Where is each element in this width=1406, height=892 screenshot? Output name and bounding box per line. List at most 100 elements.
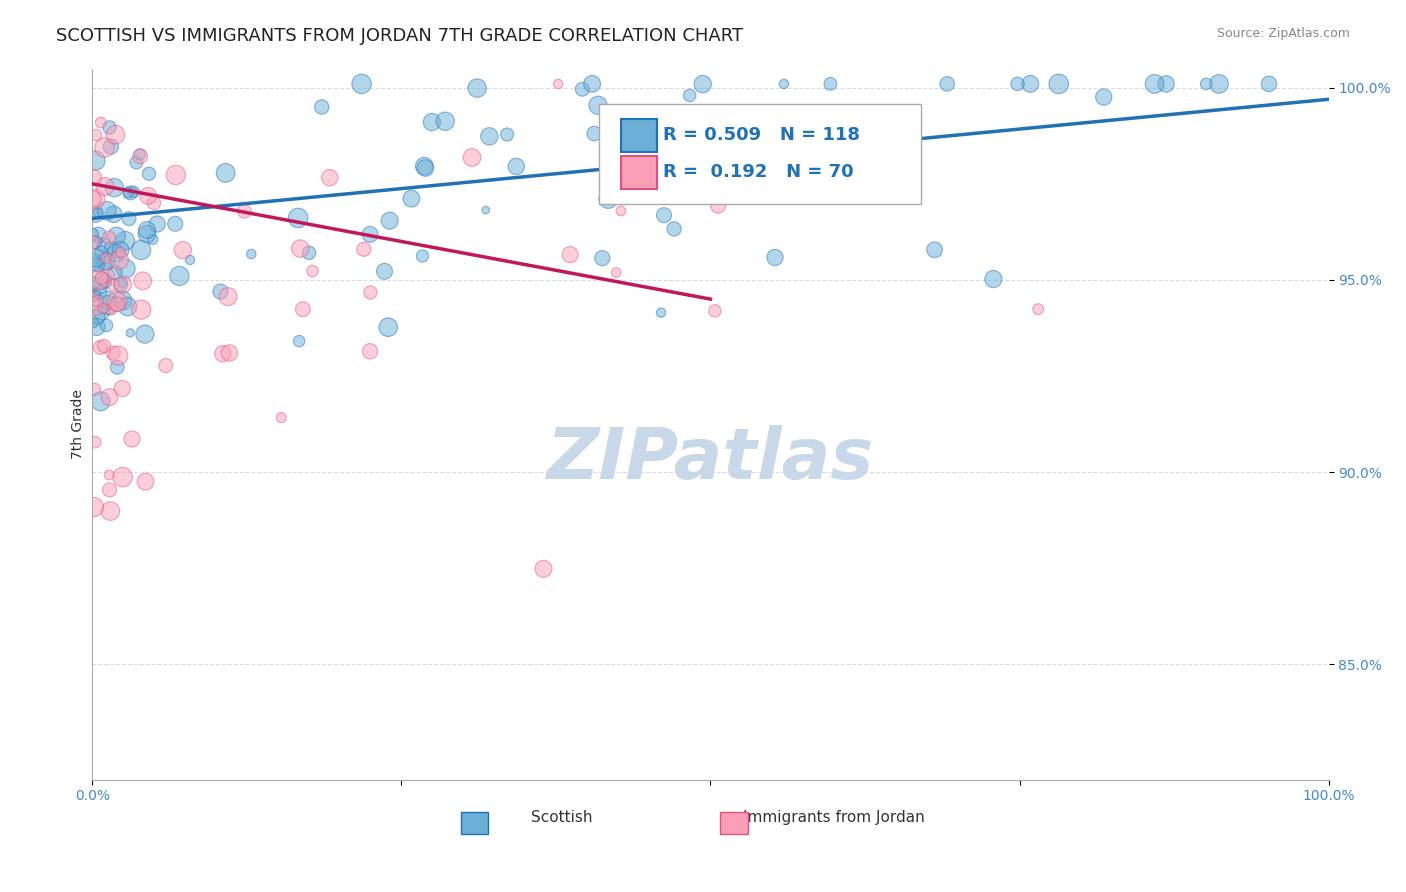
- Immigrants from Jordan: [217, 290, 239, 304]
- Scottish: [90, 394, 112, 409]
- Immigrants from Jordan: [703, 303, 725, 318]
- Scottish: [411, 249, 433, 263]
- Scottish: [1208, 77, 1230, 91]
- Scottish: [111, 276, 134, 290]
- Immigrants from Jordan: [218, 346, 240, 360]
- Scottish: [91, 274, 114, 288]
- Scottish: [105, 229, 128, 244]
- Scottish: [595, 166, 617, 180]
- Scottish: [737, 124, 759, 138]
- Scottish: [581, 77, 603, 91]
- FancyBboxPatch shape: [621, 156, 657, 189]
- Scottish: [652, 208, 675, 222]
- Scottish: [378, 213, 401, 227]
- Scottish: [111, 293, 134, 308]
- Scottish: [89, 285, 111, 300]
- Scottish: [96, 318, 118, 333]
- Scottish: [87, 228, 110, 243]
- Scottish: [1007, 77, 1029, 91]
- Scottish: [434, 114, 457, 128]
- Text: ZIPatlas: ZIPatlas: [547, 425, 875, 494]
- Scottish: [136, 227, 159, 241]
- Scottish: [571, 82, 593, 96]
- Scottish: [724, 180, 747, 194]
- Text: Source: ZipAtlas.com: Source: ZipAtlas.com: [1216, 27, 1350, 40]
- Scottish: [82, 287, 104, 301]
- Immigrants from Jordan: [93, 140, 115, 154]
- Immigrants from Jordan: [101, 346, 124, 360]
- Immigrants from Jordan: [560, 247, 582, 261]
- Scottish: [478, 129, 501, 144]
- Scottish: [138, 167, 160, 181]
- Scottish: [86, 258, 108, 272]
- Scottish: [104, 246, 127, 260]
- Immigrants from Jordan: [90, 115, 112, 129]
- Scottish: [122, 185, 145, 199]
- Scottish: [359, 227, 381, 242]
- Scottish: [105, 360, 128, 375]
- Scottish: [820, 77, 842, 91]
- Scottish: [94, 274, 117, 288]
- Scottish: [179, 252, 201, 267]
- Immigrants from Jordan: [87, 273, 110, 287]
- Immigrants from Jordan: [82, 290, 104, 304]
- Scottish: [415, 161, 437, 175]
- Immigrants from Jordan: [131, 274, 153, 288]
- Immigrants from Jordan: [319, 170, 342, 185]
- Scottish: [591, 251, 613, 265]
- Scottish: [96, 203, 118, 218]
- Scottish: [125, 155, 148, 169]
- Scottish: [84, 252, 107, 266]
- Text: R =  0.192   N = 70: R = 0.192 N = 70: [664, 163, 853, 181]
- Scottish: [505, 160, 527, 174]
- Immigrants from Jordan: [353, 242, 375, 256]
- Immigrants from Jordan: [142, 195, 165, 210]
- Text: R = 0.509   N = 118: R = 0.509 N = 118: [664, 126, 860, 144]
- Scottish: [120, 186, 142, 200]
- Scottish: [129, 147, 152, 161]
- Immigrants from Jordan: [104, 128, 127, 142]
- Immigrants from Jordan: [94, 179, 117, 194]
- Immigrants from Jordan: [98, 504, 121, 518]
- Immigrants from Jordan: [82, 170, 104, 185]
- Immigrants from Jordan: [105, 294, 128, 309]
- Immigrants from Jordan: [83, 500, 105, 514]
- Scottish: [401, 192, 423, 206]
- Immigrants from Jordan: [233, 204, 256, 219]
- Immigrants from Jordan: [111, 277, 134, 292]
- Scottish: [87, 205, 110, 219]
- Immigrants from Jordan: [98, 230, 121, 244]
- Scottish: [83, 255, 105, 269]
- Immigrants from Jordan: [98, 390, 121, 404]
- Scottish: [82, 277, 104, 291]
- Immigrants from Jordan: [82, 192, 104, 206]
- Immigrants from Jordan: [129, 149, 152, 163]
- Scottish: [373, 264, 395, 278]
- Scottish: [662, 222, 685, 236]
- Text: SCOTTISH VS IMMIGRANTS FROM JORDAN 7TH GRADE CORRELATION CHART: SCOTTISH VS IMMIGRANTS FROM JORDAN 7TH G…: [56, 27, 744, 45]
- Immigrants from Jordan: [105, 297, 128, 311]
- Immigrants from Jordan: [86, 294, 108, 309]
- Scottish: [120, 326, 142, 340]
- Immigrants from Jordan: [111, 382, 134, 396]
- Scottish: [288, 334, 311, 348]
- Scottish: [727, 184, 749, 198]
- Scottish: [142, 232, 165, 246]
- Immigrants from Jordan: [707, 198, 730, 212]
- Scottish: [103, 207, 125, 221]
- Scottish: [823, 134, 845, 148]
- Scottish: [1047, 77, 1070, 91]
- FancyBboxPatch shape: [599, 104, 921, 203]
- Immigrants from Jordan: [84, 435, 107, 450]
- Scottish: [103, 180, 125, 194]
- Immigrants from Jordan: [155, 359, 177, 373]
- Scottish: [110, 243, 132, 257]
- Immigrants from Jordan: [90, 270, 112, 285]
- Scottish: [1092, 90, 1115, 104]
- Text: Immigrants from Jordan: Immigrants from Jordan: [744, 810, 925, 825]
- Immigrants from Jordan: [533, 562, 555, 576]
- Scottish: [82, 227, 104, 242]
- Immigrants from Jordan: [290, 242, 312, 256]
- Immigrants from Jordan: [359, 344, 381, 359]
- Scottish: [583, 127, 606, 141]
